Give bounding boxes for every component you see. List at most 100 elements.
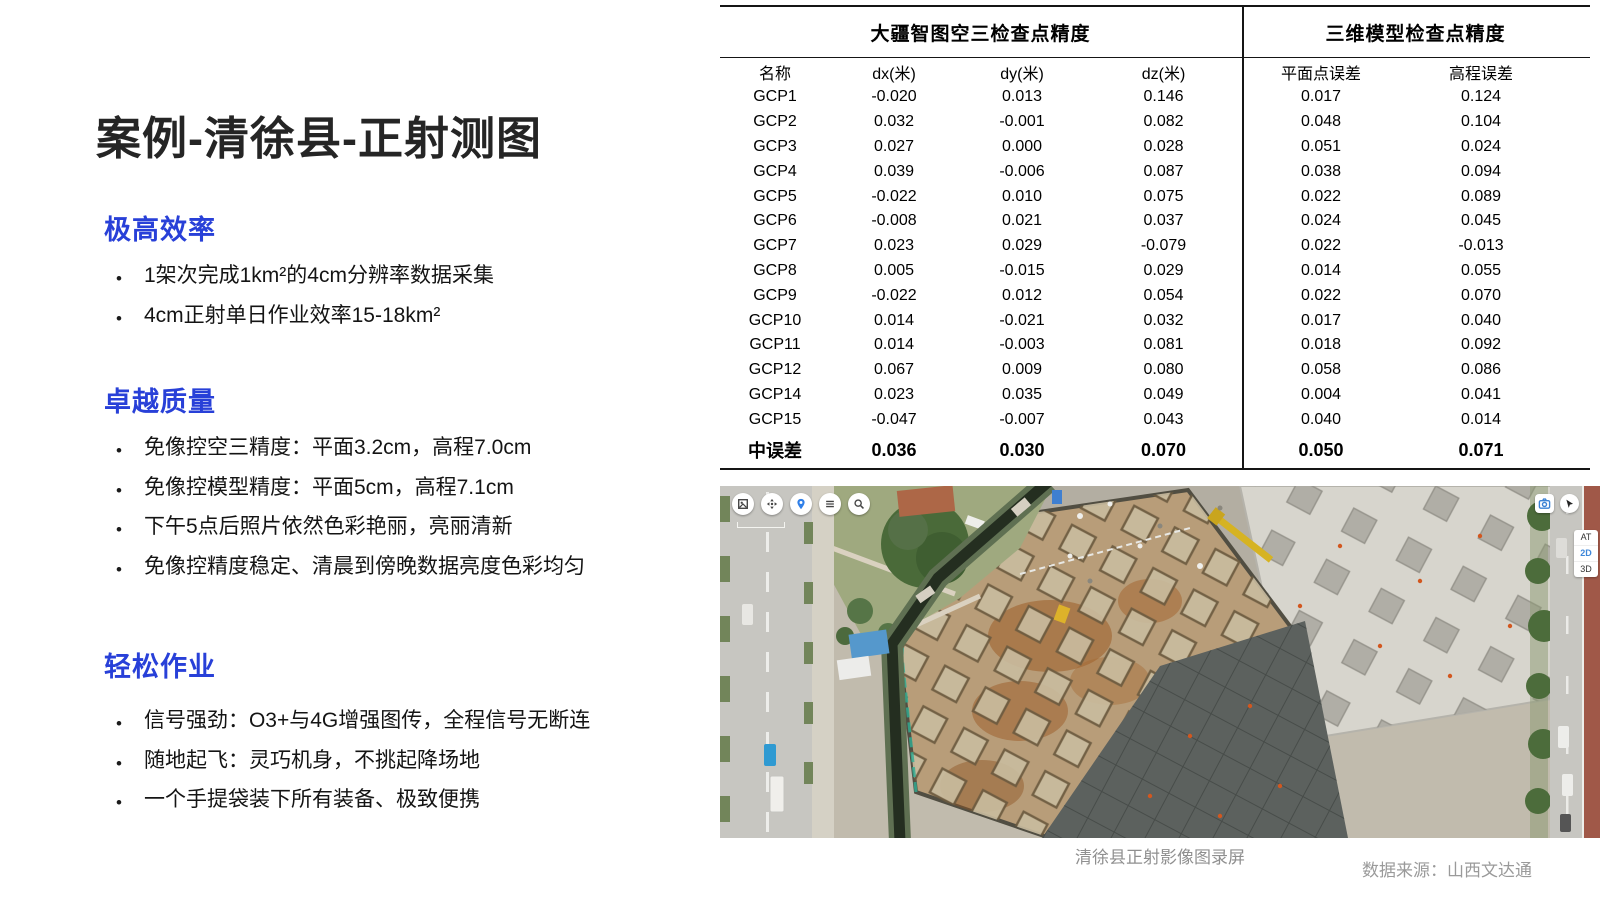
table-row: GCP5 -0.022 0.010 0.075 0.022 0.089 (720, 184, 1590, 209)
bullet-text: 1架次完成1km²的4cm分辨率数据采集 (143, 264, 494, 287)
left-panel: 案例-清徐县-正射测图 极高效率 • 1架次完成1km²的4cm分辨率数据采集 … (96, 110, 696, 826)
cell-name: GCP10 (748, 311, 802, 329)
cell-plane-error: 0.022 (1300, 187, 1342, 205)
cell-dy: -0.001 (999, 113, 1045, 131)
bullet-dot: • (116, 269, 122, 288)
table-row: GCP7 0.023 0.029 -0.079 0.022 -0.013 (720, 234, 1590, 259)
cell-height-error: 0.055 (1460, 261, 1502, 279)
bullet-text: 免像控空三精度：平面3.2cm，高程7.0cm (143, 436, 532, 459)
table-vertical-divider (1242, 7, 1244, 469)
cell-name: GCP11 (749, 336, 801, 354)
cell-name: GCP9 (753, 286, 797, 304)
view-option-3d[interactable]: 3D (1580, 564, 1592, 574)
cell-dx: 0.067 (873, 361, 915, 379)
search-icon[interactable] (848, 493, 870, 515)
cell-height-error: 0.104 (1460, 113, 1502, 131)
table-row: GCP6 -0.008 0.021 0.037 0.024 0.045 (720, 209, 1590, 234)
cell-dz: 0.080 (1143, 361, 1184, 379)
cell-height-error: 0.014 (1460, 410, 1502, 428)
view-option-2d[interactable]: 2D (1574, 546, 1598, 562)
location-pin-icon[interactable] (790, 493, 812, 515)
bullet-list-quality: • 免像控空三精度：平面3.2cm，高程7.0cm • 免像控模型精度：平面5c… (96, 434, 696, 592)
cell-dx: 0.014 (873, 311, 915, 329)
bullet-dot: • (116, 753, 122, 773)
cell-dy: -0.015 (999, 261, 1045, 279)
cell-dy: 0.010 (1001, 187, 1043, 205)
cell-dz: 0.087 (1143, 162, 1184, 180)
summary-cell: 0.070 (1140, 439, 1187, 460)
cell-dx: -0.022 (871, 187, 917, 205)
cell-name: GCP3 (753, 137, 797, 155)
basemap-icon[interactable] (732, 493, 754, 515)
bullet-list-easy-operation: • 信号强劲：O3+与4G增强图传，全程信号无断连 • 随地起飞：灵巧机身，不挑… (96, 707, 696, 826)
bullet-text: 一个手提袋装下所有装备、极致便携 (143, 788, 480, 811)
cursor-icon[interactable] (1560, 494, 1579, 513)
table-row: GCP10 0.014 -0.021 0.032 0.017 0.040 (720, 308, 1590, 333)
photo-caption: 清徐县正射影像图录屏 (1075, 848, 1245, 867)
cell-dz: -0.079 (1140, 237, 1187, 255)
view-option-at[interactable]: AT (1574, 530, 1598, 546)
cell-dz: 0.037 (1143, 212, 1184, 230)
pan-icon[interactable] (761, 493, 783, 515)
bullet-text: 下午5点后照片依然色彩艳丽，亮丽清新 (143, 515, 513, 538)
cell-dx: 0.032 (873, 113, 915, 131)
orthophoto-viewer: AT 2D 3D (720, 486, 1600, 838)
cell-height-error: 0.040 (1460, 311, 1502, 329)
summary-cell: 0.071 (1458, 439, 1504, 460)
cell-dx: 0.023 (873, 385, 915, 403)
cell-dy: 0.035 (1001, 385, 1043, 403)
table-row: GCP12 0.067 0.009 0.080 0.058 0.086 (720, 358, 1590, 383)
cell-dz: 0.028 (1143, 137, 1184, 155)
cell-dy: 0.021 (1001, 212, 1043, 230)
cell-height-error: 0.089 (1460, 187, 1502, 205)
cell-dz: 0.081 (1143, 336, 1184, 354)
cell-name: GCP14 (748, 385, 802, 403)
cell-name: GCP6 (753, 212, 797, 230)
bullet-item: • 一个手提袋装下所有装备、极致便携 (116, 786, 696, 826)
cell-dz: 0.075 (1143, 187, 1184, 205)
cell-plane-error: 0.004 (1300, 385, 1342, 403)
cell-dx: -0.022 (871, 286, 917, 304)
cell-dx: -0.008 (871, 212, 917, 230)
bullet-text: 随地起飞：灵巧机身，不挑起降场地 (143, 748, 480, 772)
cell-plane-error: 0.017 (1300, 88, 1342, 106)
cell-dx: -0.020 (871, 88, 917, 106)
cell-dy: -0.003 (999, 336, 1045, 354)
cell-plane-error: 0.022 (1300, 286, 1342, 304)
cell-dy: 0.000 (1001, 137, 1043, 155)
table-summary-row: 中误差 0.036 0.030 0.070 0.050 0.071 (720, 432, 1590, 468)
cell-plane-error: 0.018 (1300, 336, 1342, 354)
table-row: GCP9 -0.022 0.012 0.054 0.022 0.070 (720, 283, 1590, 308)
bullet-item: • 免像控空三精度：平面3.2cm，高程7.0cm (116, 434, 696, 474)
cell-name: GCP7 (753, 237, 797, 255)
group-header-3d-model: 三维模型检查点精度 (1325, 23, 1506, 45)
cell-height-error: 0.045 (1460, 212, 1502, 230)
column-header: 高程误差 (1448, 65, 1513, 83)
cell-name: GCP2 (753, 113, 797, 131)
table-body: GCP1 -0.020 0.013 0.146 0.017 0.124 GCP2… (720, 85, 1590, 432)
table-row: GCP15 -0.047 -0.007 0.043 0.040 0.014 (720, 407, 1590, 432)
cell-dz: 0.082 (1143, 113, 1184, 131)
cell-dz: 0.032 (1143, 311, 1184, 329)
section-heading-easy-operation: 轻松作业 (104, 652, 216, 682)
summary-cell: 中误差 (748, 441, 802, 462)
table-row: GCP11 0.014 -0.003 0.081 0.018 0.092 (720, 333, 1590, 358)
camera-icon[interactable] (1535, 494, 1554, 513)
bullet-item: • 4cm正射单日作业效率15-18km² (116, 302, 696, 342)
cell-dx: 0.014 (873, 336, 915, 354)
table-row: GCP4 0.039 -0.006 0.087 0.038 0.094 (720, 159, 1590, 184)
cell-name: GCP4 (753, 162, 797, 180)
cell-dx: 0.039 (873, 162, 915, 180)
cell-name: GCP15 (748, 410, 802, 428)
group-header-aerotriangulation: 大疆智图空三检查点精度 (870, 23, 1091, 45)
view-switcher: AT 2D 3D (1574, 530, 1598, 577)
cell-dx: 0.027 (873, 137, 915, 155)
section-heading-efficiency: 极高效率 (104, 215, 216, 245)
cell-height-error: 0.092 (1460, 336, 1502, 354)
menu-icon[interactable] (819, 493, 841, 515)
cell-plane-error: 0.024 (1300, 212, 1342, 230)
bullet-dot: • (116, 441, 122, 460)
bullet-text: 信号强劲：O3+与4G增强图传，全程信号无断连 (143, 709, 591, 732)
cell-height-error: 0.070 (1460, 286, 1502, 304)
